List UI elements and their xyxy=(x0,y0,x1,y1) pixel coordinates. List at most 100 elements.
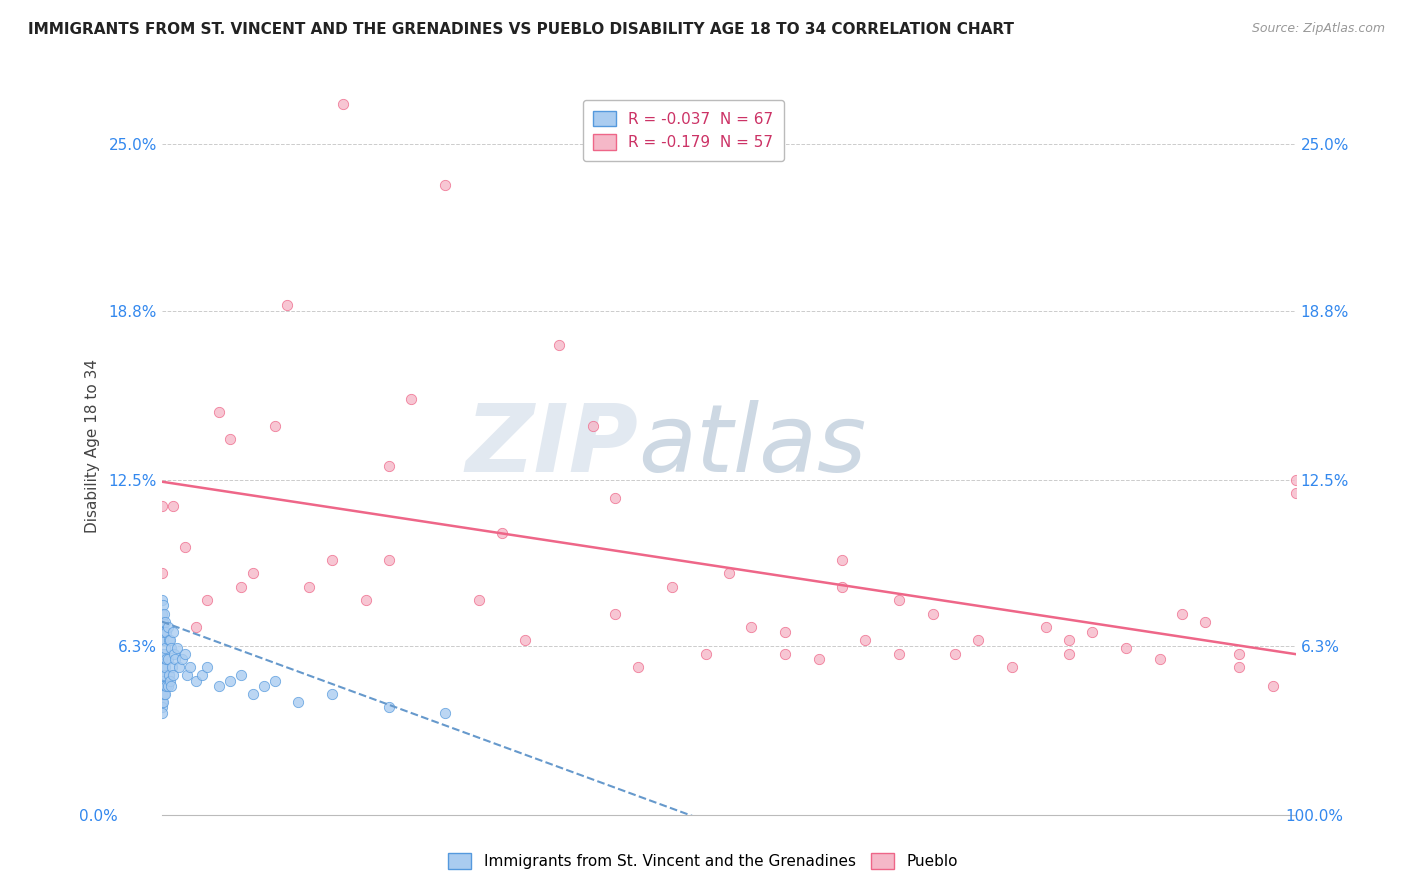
Point xyxy=(150,607,173,621)
Point xyxy=(513,633,536,648)
Text: Source: ZipAtlas.com: Source: ZipAtlas.com xyxy=(1251,22,1385,36)
Point xyxy=(695,647,717,661)
Point xyxy=(775,625,797,640)
Point xyxy=(921,607,943,621)
Point xyxy=(160,679,183,693)
Point xyxy=(150,615,173,629)
Point xyxy=(1115,641,1137,656)
Point xyxy=(162,500,184,514)
Point xyxy=(1194,615,1216,629)
Point xyxy=(377,700,399,714)
Point xyxy=(150,566,173,581)
Point xyxy=(176,668,198,682)
Point xyxy=(377,459,399,474)
Point xyxy=(242,566,264,581)
Point xyxy=(150,633,173,648)
Point xyxy=(167,660,190,674)
Point xyxy=(434,178,457,192)
Point xyxy=(179,660,201,674)
Point xyxy=(661,580,683,594)
Point xyxy=(157,668,180,682)
Point xyxy=(190,668,212,682)
Point xyxy=(163,647,186,661)
Point xyxy=(155,615,177,629)
Point xyxy=(155,625,177,640)
Point xyxy=(165,652,187,666)
Text: ZIP: ZIP xyxy=(465,400,638,492)
Point xyxy=(162,668,184,682)
Point xyxy=(153,687,176,701)
Point xyxy=(156,679,179,693)
Point xyxy=(264,418,287,433)
Legend: R = -0.037  N = 67, R = -0.179  N = 57: R = -0.037 N = 67, R = -0.179 N = 57 xyxy=(582,100,785,161)
Point xyxy=(945,647,967,661)
Point xyxy=(717,566,740,581)
Point xyxy=(184,673,207,688)
Point xyxy=(195,660,218,674)
Point xyxy=(354,593,377,607)
Point xyxy=(605,491,627,506)
Point xyxy=(1284,486,1306,500)
Point xyxy=(150,668,173,682)
Point xyxy=(207,405,229,419)
Point xyxy=(808,652,831,666)
Point xyxy=(853,633,876,648)
Text: 0.0%: 0.0% xyxy=(79,809,118,823)
Point xyxy=(156,652,179,666)
Point xyxy=(627,660,650,674)
Point xyxy=(159,633,181,648)
Point xyxy=(152,633,174,648)
Point xyxy=(491,526,513,541)
Point xyxy=(831,553,853,567)
Point xyxy=(1057,633,1080,648)
Point xyxy=(332,97,354,112)
Point xyxy=(321,687,343,701)
Text: 100.0%: 100.0% xyxy=(1285,809,1344,823)
Point xyxy=(152,679,174,693)
Point xyxy=(219,432,242,446)
Point xyxy=(150,706,173,720)
Point xyxy=(150,652,173,666)
Point xyxy=(153,668,176,682)
Point xyxy=(150,700,173,714)
Point xyxy=(831,580,853,594)
Point xyxy=(173,540,195,554)
Point xyxy=(887,593,910,607)
Point xyxy=(152,660,174,674)
Point xyxy=(153,607,176,621)
Point xyxy=(153,647,176,661)
Point xyxy=(231,668,253,682)
Point xyxy=(150,679,173,693)
Point xyxy=(1035,620,1057,634)
Point xyxy=(160,641,183,656)
Point xyxy=(150,660,173,674)
Point xyxy=(172,652,194,666)
Point xyxy=(1080,625,1102,640)
Point xyxy=(377,553,399,567)
Point xyxy=(152,647,174,661)
Point xyxy=(150,625,173,640)
Point xyxy=(152,615,174,629)
Point xyxy=(219,673,242,688)
Point xyxy=(207,679,229,693)
Point xyxy=(1227,647,1250,661)
Point xyxy=(276,298,298,312)
Point xyxy=(468,593,491,607)
Point xyxy=(160,660,183,674)
Point xyxy=(582,418,605,433)
Point xyxy=(157,633,180,648)
Point xyxy=(434,706,457,720)
Point xyxy=(298,580,321,594)
Point xyxy=(740,620,762,634)
Point xyxy=(1227,660,1250,674)
Point xyxy=(1171,607,1194,621)
Point xyxy=(287,695,309,709)
Point xyxy=(152,695,174,709)
Point xyxy=(1284,473,1306,487)
Point xyxy=(150,673,173,688)
Point xyxy=(155,652,177,666)
Point xyxy=(173,647,195,661)
Point xyxy=(155,687,177,701)
Point xyxy=(150,593,173,607)
Point xyxy=(152,599,174,613)
